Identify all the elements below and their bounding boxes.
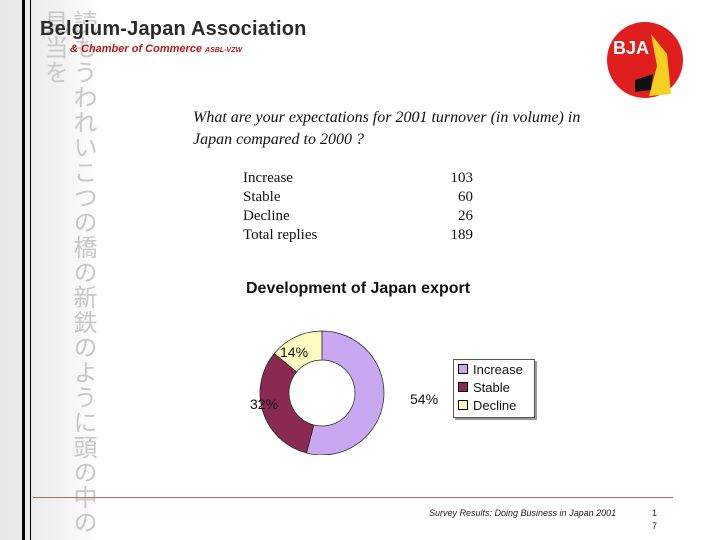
footer-source: Survey Results: Doing Business in Japan … <box>429 508 617 518</box>
replies-table: Increase 103 Stable 60 Decline 26 Total … <box>243 169 473 245</box>
association-name: Belgium-Japan Association <box>40 18 307 40</box>
donut-chart: 54% 32% 14% <box>250 330 438 455</box>
legend-item: Decline <box>454 396 534 414</box>
slice-label-decline: 14% <box>280 344 308 360</box>
slice-stable <box>259 352 315 454</box>
bja-logo: BJA <box>607 22 683 98</box>
left-vertical-line <box>30 0 31 540</box>
legend-label: Increase <box>473 361 523 377</box>
row-label: Stable <box>243 189 281 205</box>
association-subtitle-legal: ASBL-VZW <box>205 47 242 54</box>
bja-logo-flame <box>649 34 671 96</box>
legend-item: Stable <box>454 378 534 396</box>
bja-logo-mark <box>635 74 653 92</box>
row-label: Total replies <box>243 227 318 243</box>
slice-increase <box>306 330 385 455</box>
left-vertical-bar <box>22 0 25 540</box>
association-subtitle-text: & Chamber of Commerce <box>70 43 203 55</box>
calligraphy-background <box>0 0 100 540</box>
chart-title: Development of Japan export <box>246 280 471 297</box>
table-row: Decline 26 <box>243 207 473 226</box>
legend-label: Stable <box>473 379 510 395</box>
table-row: Stable 60 <box>243 188 473 207</box>
legend-label: Decline <box>473 397 517 413</box>
legend-swatch-increase <box>458 364 468 374</box>
row-value: 26 <box>458 208 473 224</box>
bja-logo-text: BJA <box>613 38 649 58</box>
row-value: 103 <box>450 170 474 186</box>
calligraphy-watermark: 読もうわれいこつの橋の新鉄のように頭の中の見当を <box>40 10 97 535</box>
slice-label-increase: 54% <box>410 391 438 407</box>
legend-swatch-decline <box>458 400 468 410</box>
legend-item: Increase <box>454 360 534 378</box>
chart-legend: Increase Stable Decline <box>453 359 535 418</box>
row-label: Increase <box>243 170 293 186</box>
row-value: 189 <box>450 227 474 243</box>
row-label: Decline <box>243 208 290 224</box>
table-row: Total replies 189 <box>243 226 473 245</box>
survey-question: What are your expectations for 2001 turn… <box>193 109 581 148</box>
page-number: 17 <box>652 508 658 531</box>
table-row: Increase 103 <box>243 169 473 188</box>
association-subtitle: & Chamber of Commerce ASBL-VZW <box>70 43 242 55</box>
row-value: 60 <box>458 189 473 205</box>
footer-divider <box>33 497 673 498</box>
slice-label-stable: 32% <box>250 396 278 412</box>
legend-swatch-stable <box>458 382 468 392</box>
